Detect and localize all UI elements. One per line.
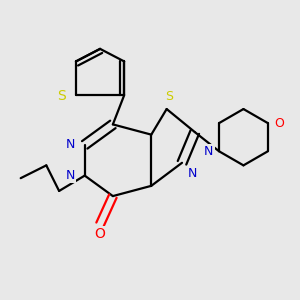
Text: S: S [58, 89, 66, 103]
Text: N: N [188, 167, 197, 179]
Text: N: N [66, 169, 75, 182]
Text: N: N [204, 145, 214, 158]
Text: N: N [66, 138, 75, 152]
Text: O: O [274, 117, 284, 130]
Text: O: O [94, 227, 106, 242]
Text: S: S [165, 90, 173, 103]
